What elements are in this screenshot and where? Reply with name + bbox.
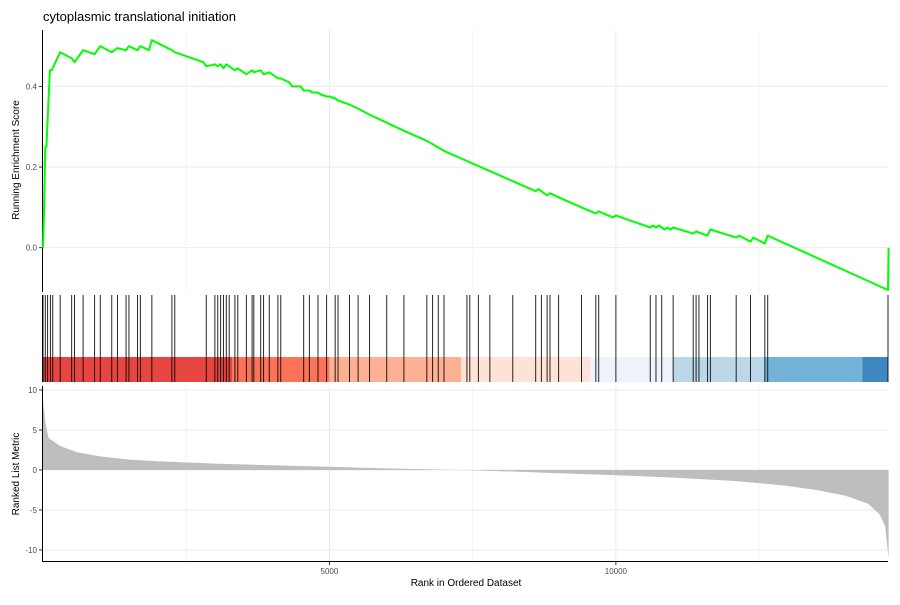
gradient-segment [673,357,765,382]
ranked-metric-y-tick-label: 5 [33,426,38,435]
ranked-metric-y-tick-label: -10 [25,546,37,555]
x-tick-label: 10000 [605,567,628,576]
ranked-metric-y-tick-label: -5 [30,506,38,515]
ranked-metric-y-ticks: 10 5 0 -5 -10 [25,386,42,555]
gradient-segment [329,357,462,382]
gene-hit-ticks [42,295,889,382]
running-es-y-label: Running Enrichment Score [11,100,22,220]
ranked-metric-y-label: Ranked List Metric [11,433,22,516]
ranked-metric-area [43,398,889,558]
gradient-segment [590,357,674,382]
running-es-panel: 0.0 0.2 0.4 Running Enrichment Score [11,30,890,292]
x-tick-label: 5000 [321,567,339,576]
gradient-segment [862,357,888,382]
x-ticks: 5000 10000 [321,562,628,576]
running-es-y-ticks: 0.0 0.2 0.4 [26,82,42,253]
gradient-segment [461,357,591,382]
running-es-y-tick-label: 0.4 [26,82,38,91]
running-es-y-tick-label: 0.2 [26,163,38,172]
running-es-line [42,39,890,291]
ranked-metric-y-tick-label: 10 [28,386,37,395]
x-axis-label: Rank in Ordered Dataset [411,578,522,589]
running-es-grid [43,30,888,292]
gene-hits-panel [42,295,889,382]
ranked-metric-y-tick-label: 0 [33,466,38,475]
running-es-y-tick-label: 0.0 [26,244,38,253]
rank-gradient-bar [43,357,888,382]
gradient-segment [764,357,863,382]
chart-title: cytoplasmic translational initiation [43,9,236,24]
ranked-metric-panel: 10 5 0 -5 -10 5000 10000 Ranked List Metric R… [11,386,889,589]
